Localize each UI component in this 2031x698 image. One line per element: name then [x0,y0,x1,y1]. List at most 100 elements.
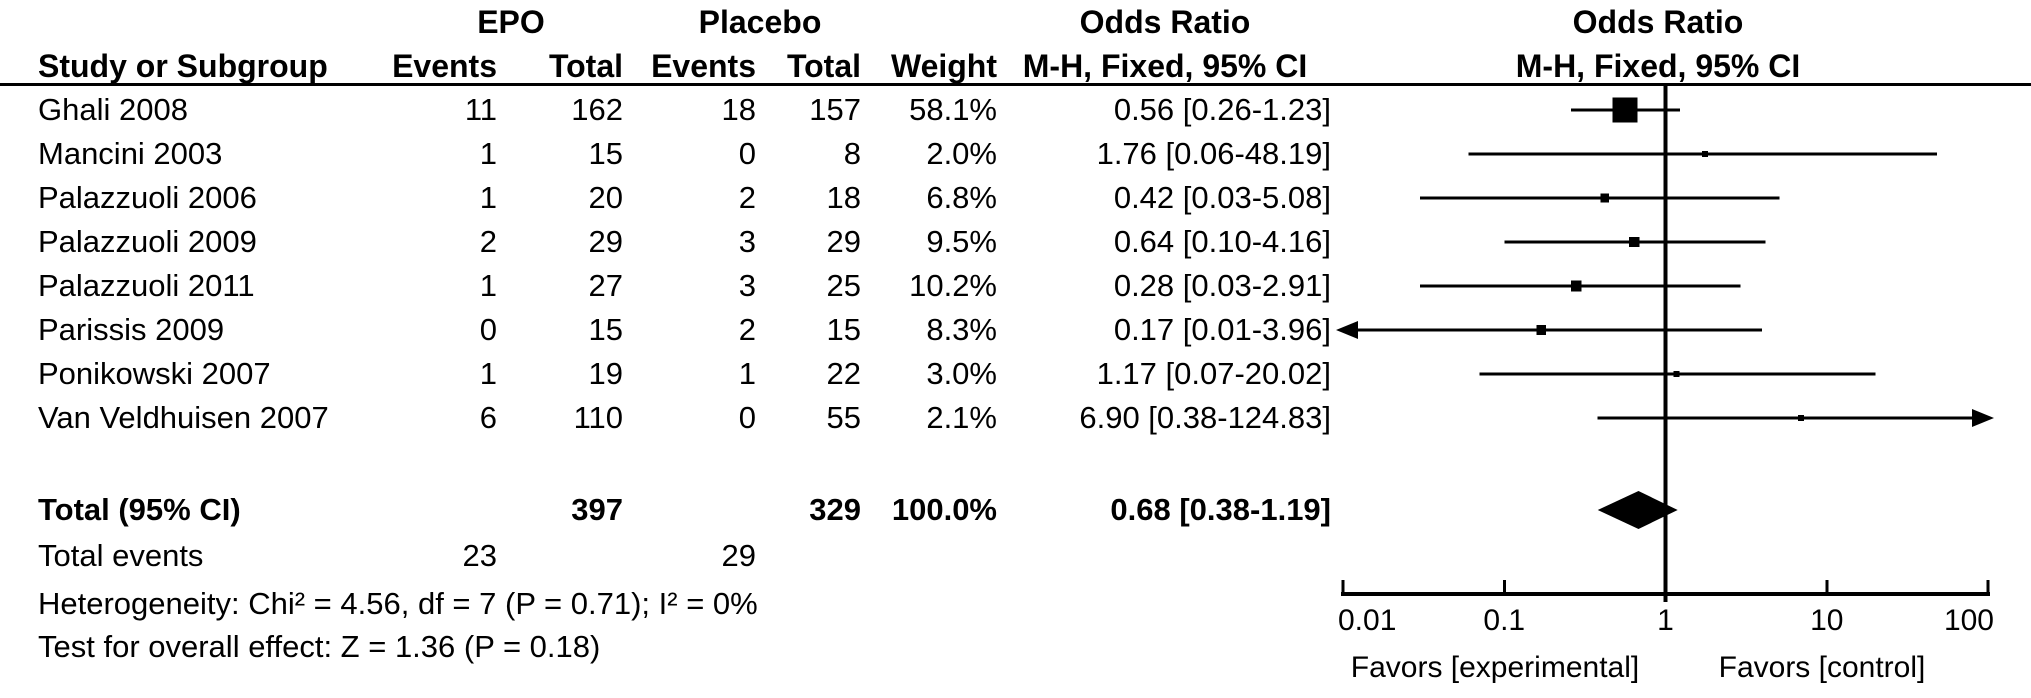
or-ci-value: 0.17 [0.01-3.96] [1113,312,1331,347]
weight-column-header: Weight [890,48,997,84]
mh-text-column-header: M-H, Fixed, 95% CI [1022,48,1308,84]
x-axis-tick-label: 10 [1810,604,1844,637]
weight-value: 2.0% [926,136,997,171]
or-ci-value: 1.76 [0.06-48.19] [1096,136,1331,171]
ci-line [1419,196,1780,200]
placebo-total-value: 55 [826,400,861,435]
x-axis-tick-label: 100 [1943,604,1994,637]
study-row: Ghali 2008 11 162 18 157 58.1% 0.56 [0.2… [0,88,2031,132]
x-axis-tick-label: 1 [1657,604,1674,637]
total-events-label: Total events [38,538,204,573]
weight-value: 2.1% [926,400,997,435]
effect-square [1600,193,1610,203]
total-events-placebo: 29 [721,538,756,573]
placebo-events-value: 3 [738,224,756,259]
effect-square [1571,280,1582,292]
study-name: Palazzuoli 2011 [38,268,255,303]
placebo-total-column-header: Total [786,48,861,84]
placebo-events-value: 0 [738,136,756,171]
epo-events-value: 1 [479,180,497,215]
weight-value: 8.3% [926,312,997,347]
weight-value: 6.8% [926,180,997,215]
or-ci-value: 0.28 [0.03-2.91] [1113,268,1331,303]
placebo-events-value: 2 [738,312,756,347]
ci-arrow-left [1336,321,1358,339]
effect-square [1797,415,1804,421]
study-name: Parissis 2009 [38,312,225,347]
study-row: Palazzuoli 2009 2 29 3 29 9.5% 0.64 [0.1… [0,220,2031,264]
total-diamond [1597,491,1678,529]
total-events-row: Total events 23 29 [0,534,2031,578]
mh-plot-column-header: M-H, Fixed, 95% CI [1515,48,1801,84]
favors-experimental-label: Favors [experimental] [1350,651,1640,684]
x-axis-tick [1502,580,1506,592]
total-row: Total (95% CI) 397 329 100.0% 0.68 [0.38… [0,488,2031,532]
epo-events-value: 2 [479,224,497,259]
or-ci-value: 6.90 [0.38-124.83] [1079,400,1331,435]
ci-line [1597,416,1988,420]
study-row: Van Veldhuisen 2007 6 110 0 55 2.1% 6.90… [0,396,2031,440]
epo-total-column-header: Total [548,48,623,84]
heterogeneity-stat: Heterogeneity: Chi² = 4.56, df = 7 (P = … [38,586,758,621]
placebo-total-value: 15 [826,312,861,347]
group2-header: Placebo [698,4,822,40]
weight-value: 3.0% [926,356,997,391]
weight-value: 9.5% [926,224,997,259]
or-ci-value: 0.42 [0.03-5.08] [1113,180,1331,215]
x-axis-tick-label: 0.1 [1483,604,1526,637]
or-ci-value: 0.64 [0.10-4.16] [1113,224,1331,259]
effect-square [1536,325,1547,335]
total-or-ci: 0.68 [0.38-1.19] [1110,492,1331,527]
placebo-events-value: 1 [738,356,756,391]
study-row: Parissis 2009 0 15 2 15 8.3% 0.17 [0.01-… [0,308,2031,352]
placebo-events-column-header: Events [651,48,756,84]
odds-ratio-plot-header: Odds Ratio [1572,4,1744,40]
epo-total-value: 29 [588,224,623,259]
epo-total-value: 15 [588,136,623,171]
or-ci-value: 1.17 [0.07-20.02] [1096,356,1331,391]
ci-arrow-right [1972,409,1994,427]
weight-value: 58.1% [909,92,997,127]
total-label: Total (95% CI) [38,492,241,527]
epo-events-value: 0 [479,312,497,347]
epo-events-value: 11 [464,92,497,127]
study-column-header: Study or Subgroup [38,48,328,84]
total-epo-n: 397 [571,492,623,527]
or-ci-value: 0.56 [0.26-1.23] [1113,92,1331,127]
epo-total-value: 15 [588,312,623,347]
group1-header: EPO [477,4,545,40]
epo-total-value: 27 [588,268,623,303]
x-axis-tick [1825,580,1829,592]
placebo-total-value: 29 [826,224,861,259]
odds-ratio-text-header: Odds Ratio [1079,4,1251,40]
placebo-events-value: 3 [738,268,756,303]
study-name: Van Veldhuisen 2007 [38,400,329,435]
study-row: Palazzuoli 2011 1 27 3 25 10.2% 0.28 [0.… [0,264,2031,308]
study-name: Ghali 2008 [38,92,188,127]
study-name: Ponikowski 2007 [38,356,271,391]
x-axis-tick [1341,580,1345,592]
total-events-epo: 23 [462,538,497,573]
header-divider-line [0,83,2031,86]
total-weight: 100.0% [891,492,997,527]
x-axis-line [1341,592,1990,596]
study-name: Mancini 2003 [38,136,223,171]
total-placebo-n: 329 [809,492,861,527]
epo-events-value: 1 [479,268,497,303]
placebo-total-value: 25 [826,268,861,303]
weight-value: 10.2% [909,268,997,303]
study-row: Mancini 2003 1 15 0 8 2.0% 1.76 [0.06-48… [0,132,2031,176]
epo-events-value: 1 [479,136,497,171]
study-name: Palazzuoli 2006 [38,180,257,215]
effect-square [1629,236,1640,248]
placebo-total-value: 157 [809,92,861,127]
epo-total-value: 19 [588,356,623,391]
ci-line [1343,328,1762,332]
x-axis-tick [1986,580,1990,592]
epo-total-value: 20 [588,180,623,215]
study-name: Palazzuoli 2009 [38,224,257,259]
x-axis-tick [1664,580,1667,592]
favors-control-label: Favors [control] [1718,651,1926,684]
